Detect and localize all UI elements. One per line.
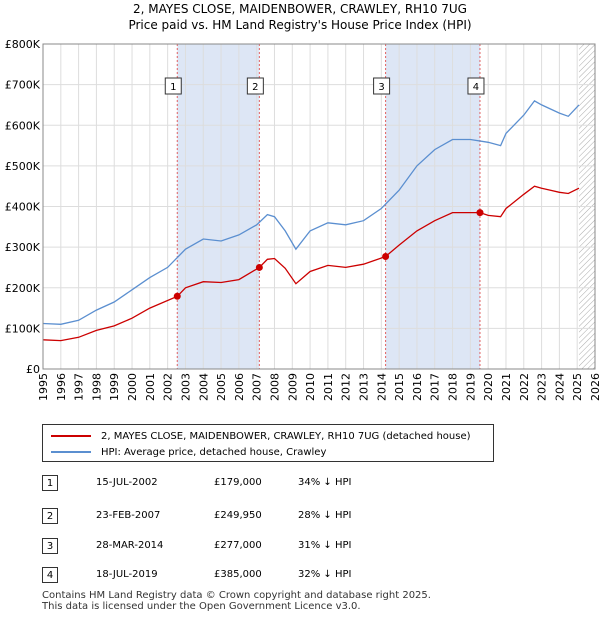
x-tick-label: 1998 xyxy=(90,373,103,401)
x-tick-label: 2025 xyxy=(571,373,584,401)
x-tick-label: 2000 xyxy=(126,373,139,401)
sale-marker-box-3 xyxy=(373,77,391,95)
sale-row-4: 4 18-JUL-2019 £385,000 32% ↓ HPI xyxy=(42,567,502,587)
x-tick-label: 2022 xyxy=(518,373,531,401)
y-tick-label: £300K xyxy=(5,241,41,254)
sale-marker-box-4 xyxy=(467,77,485,95)
sale-hpi-diff: 31% ↓ HPI xyxy=(298,540,352,551)
sale-hpi-diff: 34% ↓ HPI xyxy=(298,477,352,488)
sale-price: £249,950 xyxy=(214,510,262,521)
legend-swatch-property xyxy=(51,435,91,437)
sale-marker-label-3: 3 xyxy=(378,82,384,93)
x-tick-label: 2017 xyxy=(429,373,442,401)
legend-item-property: 2, MAYES CLOSE, MAIDENBOWER, CRAWLEY, RH… xyxy=(51,428,471,444)
sale-marker-box: 2 xyxy=(42,508,58,524)
y-tick-label: £0 xyxy=(26,363,40,376)
sale-marker-box: 3 xyxy=(42,538,58,554)
x-tick-label: 2007 xyxy=(251,373,264,401)
x-tick-label: 2002 xyxy=(162,373,175,401)
y-tick-label: £400K xyxy=(5,201,41,214)
y-tick-label: £200K xyxy=(5,282,41,295)
sale-date: 23-FEB-2007 xyxy=(96,510,161,521)
x-tick-label: 2020 xyxy=(482,373,495,401)
price-chart: £0 £100K £200K £300K £400K £500K £600K £700K £80… xyxy=(5,38,600,401)
sale-point-4 xyxy=(476,209,484,217)
sale-marker-label-2: 2 xyxy=(252,82,258,93)
x-tick-label: 2015 xyxy=(393,373,406,401)
sale-point-2 xyxy=(255,263,263,271)
sale-marker-box-2 xyxy=(246,77,264,95)
y-tick-label: £800K xyxy=(5,38,41,51)
sale-marker-box: 4 xyxy=(42,567,58,583)
sale-row-3: 3 28-MAR-2014 £277,000 31% ↓ HPI xyxy=(42,538,502,558)
x-tick-label: 2003 xyxy=(179,373,192,401)
sale-row-2: 2 23-FEB-2007 £249,950 28% ↓ HPI xyxy=(42,508,502,528)
sale-date: 28-MAR-2014 xyxy=(96,540,164,551)
x-tick-label: 2006 xyxy=(233,373,246,401)
x-tick-label: 2011 xyxy=(322,373,335,401)
legend-swatch-hpi xyxy=(51,451,91,453)
property-price-line xyxy=(42,185,580,342)
chart-title: 2, MAYES CLOSE, MAIDENBOWER, CRAWLEY, RH… xyxy=(133,2,467,16)
sale-hpi-diff: 32% ↓ HPI xyxy=(298,569,352,580)
x-tick-label: 2008 xyxy=(268,373,281,401)
x-tick-label: 1999 xyxy=(108,373,121,401)
x-tick-label: 2012 xyxy=(340,373,353,401)
sale-marker-label-4: 4 xyxy=(473,82,479,93)
sale-point-1 xyxy=(173,292,181,300)
legend-label-hpi: HPI: Average price, detached house, Craw… xyxy=(101,446,327,458)
footer-licence: This data is licensed under the Open Gov… xyxy=(42,601,361,612)
sale-date: 18-JUL-2019 xyxy=(96,569,158,580)
legend: 2, MAYES CLOSE, MAIDENBOWER, CRAWLEY, RH… xyxy=(42,424,494,462)
sale-price: £277,000 xyxy=(214,540,262,551)
hpi-line xyxy=(42,100,580,325)
x-tick-label: 1997 xyxy=(73,373,86,401)
sale-point-3 xyxy=(382,252,390,260)
x-tick-label: 2024 xyxy=(553,373,566,401)
sale-marker-label-1: 1 xyxy=(170,82,176,93)
x-tick-label: 2023 xyxy=(536,373,549,401)
x-tick-label: 2001 xyxy=(144,373,157,401)
x-tick-label: 2010 xyxy=(304,373,317,401)
sale-row-1: 1 15-JUL-2002 £179,000 34% ↓ HPI xyxy=(42,475,502,495)
x-tick-label: 2021 xyxy=(500,373,513,401)
x-tick-label: 2004 xyxy=(197,373,210,401)
legend-label-property: 2, MAYES CLOSE, MAIDENBOWER, CRAWLEY, RH… xyxy=(101,430,471,442)
x-tick-label: 2014 xyxy=(375,373,388,401)
x-tick-label: 2016 xyxy=(411,373,424,401)
x-tick-label: 2026 xyxy=(589,373,600,401)
legend-item-hpi: HPI: Average price, detached house, Craw… xyxy=(51,444,326,460)
chart-subtitle: Price paid vs. HM Land Registry's House … xyxy=(128,18,472,32)
y-tick-label: £500K xyxy=(5,160,41,173)
y-tick-label: £100K xyxy=(5,322,41,335)
sale-marker-box-1 xyxy=(164,77,182,95)
x-tick-label: 2013 xyxy=(358,373,371,401)
plot-frame xyxy=(42,43,596,370)
sale-marker-box: 1 xyxy=(42,475,58,491)
sale-date: 15-JUL-2002 xyxy=(96,477,158,488)
sale-price: £179,000 xyxy=(214,477,262,488)
x-tick-label: 2018 xyxy=(447,373,460,401)
sale-hpi-diff: 28% ↓ HPI xyxy=(298,510,352,521)
footer-copyright: Contains HM Land Registry data © Crown c… xyxy=(42,590,431,601)
y-tick-label: £600K xyxy=(5,119,41,132)
x-tick-label: 2009 xyxy=(286,373,299,401)
x-tick-label: 2005 xyxy=(215,373,228,401)
x-tick-label: 1996 xyxy=(55,373,68,401)
sale-price: £385,000 xyxy=(214,569,262,580)
y-tick-label: £700K xyxy=(5,79,41,92)
x-tick-label: 2019 xyxy=(464,373,477,401)
x-tick-label: 1995 xyxy=(37,373,50,401)
